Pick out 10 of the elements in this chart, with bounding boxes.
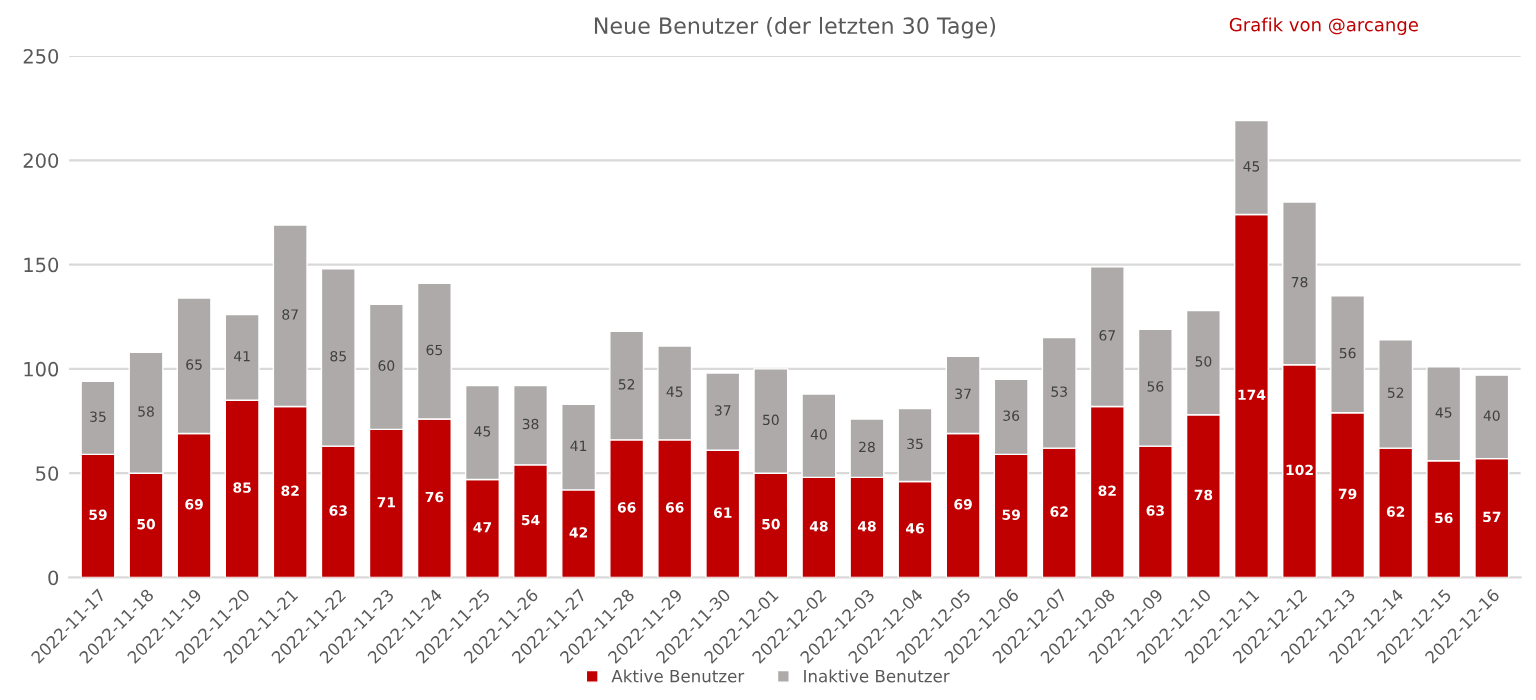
text: Grafik von @arcange xyxy=(1229,17,1418,35)
legend-label: Inaktive Benutzer xyxy=(804,669,950,683)
y-tick-label: 100 xyxy=(24,361,59,377)
y-tick-label: 200 xyxy=(23,153,59,168)
legend-label: Aktive Benutzer xyxy=(611,669,745,683)
chart-title: Neue Benutzer (der letzten 30 Tage) xyxy=(594,16,996,39)
y-tick-label: 0 xyxy=(48,570,59,586)
y-tick-label: 50 xyxy=(36,466,59,481)
y-tick-label: 150 xyxy=(24,257,59,273)
y-tick-label: 250 xyxy=(23,48,59,64)
